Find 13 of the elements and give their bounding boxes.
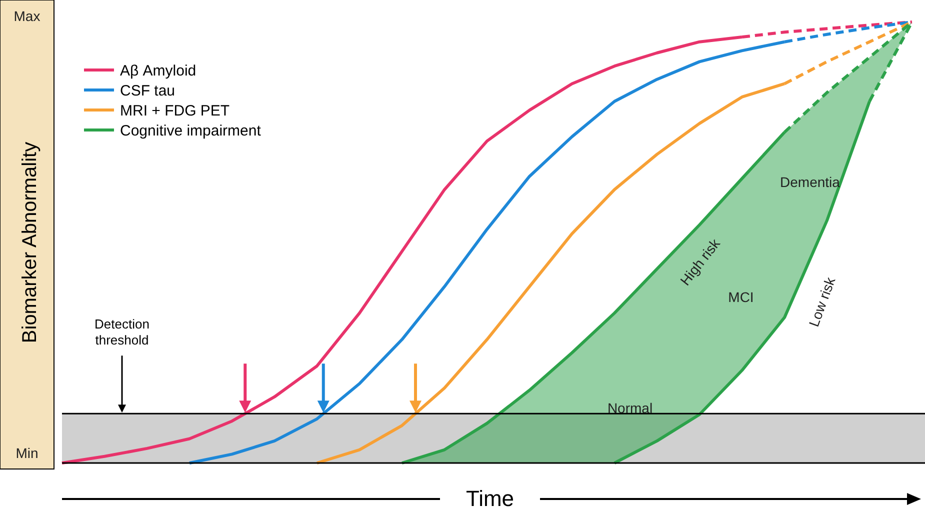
x-axis-title: Time [466, 486, 514, 511]
y-axis-title: Biomarker Abnormality [19, 142, 41, 344]
annotation: MCI [728, 288, 754, 305]
annotation: Low risk [806, 274, 839, 329]
legend-label: MRI + FDG PET [120, 102, 230, 120]
legend-label: Aβ Amyloid [120, 62, 196, 80]
annotation: Dementia [780, 174, 840, 190]
text: Max [14, 8, 40, 24]
text: Min [16, 444, 38, 461]
legend-label: CSF tau [120, 82, 176, 100]
ref-line-label: Detection threshold [94, 316, 150, 348]
annotation: Normal [607, 400, 653, 416]
legend-label: Cognitive impairment [120, 122, 262, 140]
